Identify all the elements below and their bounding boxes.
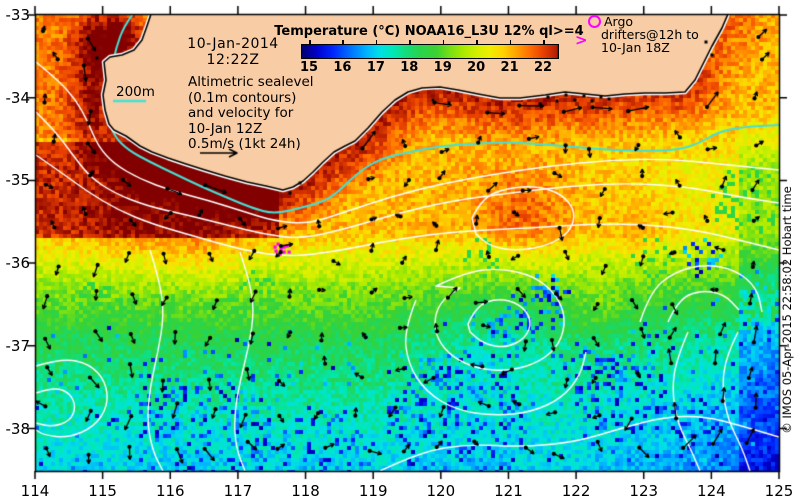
annotation-line: and velocity for [188,105,294,121]
colorbar-tick-label: 20 [467,60,486,75]
x-tick-label: 122 [561,482,591,500]
annotation-line: Altimetric sealevel [188,74,314,90]
x-tick-label: 115 [88,482,117,500]
y-tick-label: -33 [5,6,31,24]
colorbar-tick-mark [309,40,311,44]
colorbar-tick-label: 15 [299,60,319,75]
colorbar-tick-label: 17 [366,60,385,75]
y-tick-label: -37 [5,336,31,355]
colorbar-tick-mark [509,40,512,44]
colorbar-tick-label: 22 [533,60,553,75]
colorbar-gradient [301,44,559,59]
annotation-line: 0.5m/s (1kt 24h) [188,136,301,152]
copyright-watermark: © IMOS 05-Apr-2015 22:58:02 Hobart time [780,186,794,434]
x-tick-label: 116 [155,482,185,500]
map-datetime-date: 10-Jan-2014 [187,36,279,52]
y-tick-label: -36 [5,254,31,273]
colorbar-tick-mark [543,40,545,44]
colorbar-tick-mark [342,40,344,44]
colorbar-tick-label: 16 [333,60,352,75]
x-tick-label: 114 [20,482,50,500]
argo-legend-line3: 10-Jan 18Z [601,40,670,55]
argo-legend-line1: Argo [604,14,634,29]
colorbar-title: Temperature (°C) NOAA16_L3U 12% ql>=4 [274,24,584,39]
argo-float-icon [588,15,601,28]
colorbar-tick-mark [409,40,411,44]
colorbar-tick-mark [375,40,378,44]
x-tick-label: 117 [223,482,253,500]
y-tick-label: -35 [5,171,31,190]
x-tick-label: 124 [697,482,726,500]
annotation-line: 10-Jan 12Z [188,120,263,137]
colorbar-tick-label: 19 [433,60,452,75]
y-tick-label: -34 [5,88,31,107]
altimetry-annotation: Altimetric sealevel (0.1m contours) and … [188,74,314,153]
map-datetime-time: 12:22Z [206,52,260,68]
x-tick-label: 121 [494,482,523,500]
colorbar-tick-mark [476,40,478,44]
x-tick-label: 119 [358,482,388,500]
y-tick-label: -38 [5,419,31,438]
x-tick-label: 125 [764,482,794,500]
x-tick-label: 123 [629,482,659,500]
colorbar-tick-label: 18 [400,60,419,75]
colorbar-tick-mark [442,40,445,44]
x-tick-label: 118 [291,482,320,500]
x-tick-label: 120 [426,482,456,500]
colorbar-tick-label: 21 [500,60,519,75]
drifter-arrow-icon: > [575,31,588,49]
isobath-200m-label: 200m [116,84,155,100]
annotation-line: (0.1m contours) [188,89,297,106]
argo-legend-line2: drifters@12h to [601,27,699,42]
